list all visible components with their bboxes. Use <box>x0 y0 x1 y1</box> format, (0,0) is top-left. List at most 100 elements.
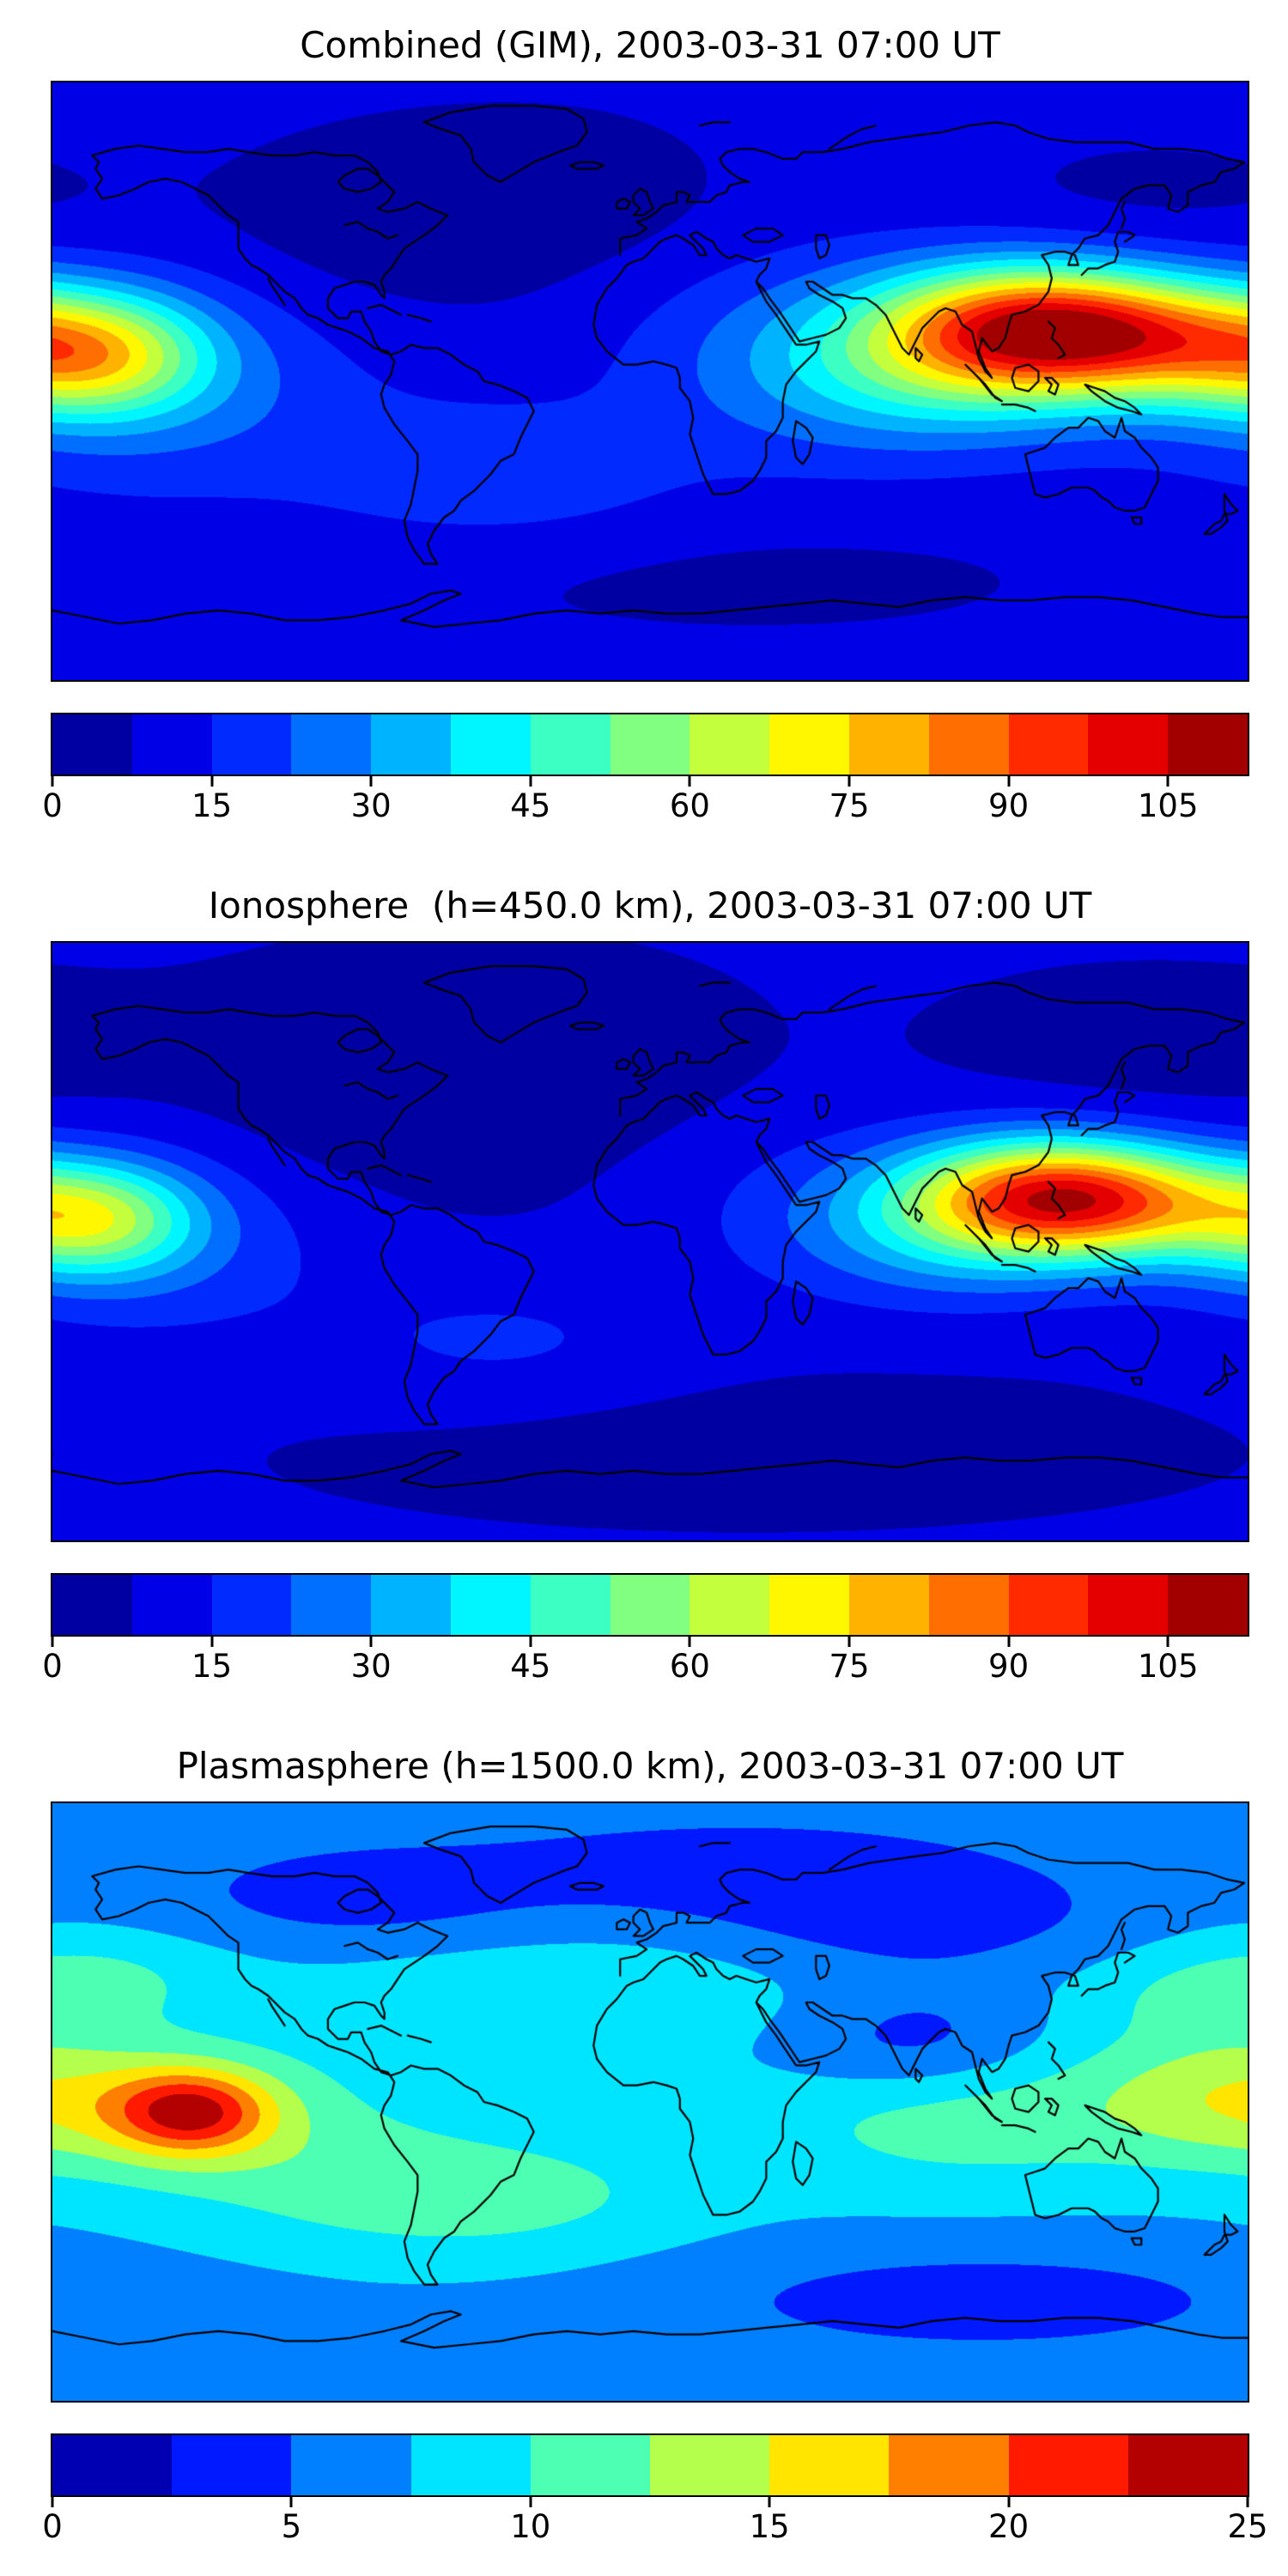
colorbar-tick-label: 30 <box>350 1648 392 1685</box>
colorbar-segment <box>928 714 1009 775</box>
colorbar-segment <box>530 714 611 775</box>
colorbar-tick-label: 60 <box>669 787 710 824</box>
colorbar-segment <box>650 2435 770 2495</box>
map-frame-combined <box>51 81 1249 682</box>
colorbar-tick-mark <box>688 776 691 787</box>
colorbar-segment <box>1008 1575 1089 1635</box>
colorbar-tick-mark <box>51 1637 54 1647</box>
colorbar-segment <box>52 714 132 775</box>
panel-combined: Combined (GIM), 2003-03-31 07:00 UT 0 15 3… <box>42 22 1249 828</box>
colorbar-segment <box>291 1575 372 1635</box>
colorbar-tick-mark <box>1007 2497 1011 2507</box>
colorbar-tick-label: 25 <box>1227 2508 1268 2545</box>
colorbar-segment <box>928 1575 1009 1635</box>
colorbar-tick-labels-plasmasphere: 0 5 10 15 20 25 <box>42 2497 1268 2549</box>
colorbar-tick-mark <box>529 2497 532 2507</box>
colorbar-segment <box>1088 1575 1169 1635</box>
colorbar-tick-label: 60 <box>669 1648 710 1685</box>
colorbar-tick-label: 45 <box>510 1648 551 1685</box>
colorbar-tick-mark <box>1007 776 1011 787</box>
colorbar-tick-mark <box>289 2497 293 2507</box>
colorbar-combined <box>51 713 1249 776</box>
colorbar-tick-label: 5 <box>281 2508 302 2545</box>
tec-map-canvas-ionosphere <box>52 943 1248 1540</box>
colorbar-tick-labels-ionosphere: 0 15 30 45 60 75 90 105 <box>42 1637 1248 1688</box>
colorbar-segment <box>610 714 690 775</box>
colorbar-segment <box>1088 714 1169 775</box>
colorbar-tick-label: 105 <box>1137 1648 1199 1685</box>
colorbar-tick-label: 30 <box>350 787 392 824</box>
colorbar-tick-mark <box>1166 1637 1170 1647</box>
colorbar-segment <box>769 1575 849 1635</box>
colorbar-tick-mark <box>1166 776 1170 787</box>
colorbar-tick-mark <box>848 1637 851 1647</box>
colorbar-tick-label: 75 <box>829 1648 870 1685</box>
colorbar-segment <box>172 2435 292 2495</box>
colorbar-segment <box>848 714 929 775</box>
colorbar-segment <box>1008 714 1089 775</box>
map-frame-plasmasphere <box>51 1801 1249 2403</box>
colorbar-tick-label: 90 <box>988 787 1030 824</box>
colorbar-tick-label: 75 <box>829 787 870 824</box>
colorbar-segment <box>211 714 292 775</box>
colorbar-tick-label: 15 <box>749 2508 790 2545</box>
panel-title-ionosphere: Ionosphere (h=450.0 km), 2003-03-31 07:0… <box>208 884 1092 927</box>
colorbar-segment <box>371 1575 451 1635</box>
colorbar-segment <box>769 2435 890 2495</box>
colorbar-ionosphere <box>51 1573 1249 1637</box>
colorbar-segment <box>291 2435 411 2495</box>
colorbar-tick-label: 105 <box>1137 787 1199 824</box>
tec-map-canvas-combined <box>52 82 1248 680</box>
colorbar-tick-mark <box>1007 1637 1011 1647</box>
colorbar-segment <box>371 714 451 775</box>
colorbar-segment <box>291 714 372 775</box>
colorbar-tick-label: 15 <box>191 1648 233 1685</box>
colorbar-tick-label: 15 <box>191 787 233 824</box>
colorbar-segment <box>211 1575 292 1635</box>
colorbar-segment <box>1008 2435 1128 2495</box>
colorbar-segment <box>1168 714 1248 775</box>
panel-title-combined: Combined (GIM), 2003-03-31 07:00 UT <box>300 24 1000 66</box>
colorbar-segment <box>1127 2435 1249 2495</box>
colorbar-tick-label: 10 <box>510 2508 551 2545</box>
panel-title-plasmasphere: Plasmasphere (h=1500.0 km), 2003-03-31 0… <box>176 1745 1124 1787</box>
colorbar-tick-label: 20 <box>988 2508 1030 2545</box>
colorbar-tick-mark <box>210 1637 214 1647</box>
colorbar-segment <box>52 2435 173 2495</box>
colorbar-segment <box>889 2435 1009 2495</box>
colorbar-segment <box>690 714 770 775</box>
colorbar-tick-mark <box>688 1637 691 1647</box>
colorbar-tick-label: 45 <box>510 787 551 824</box>
colorbar-tick-mark <box>51 776 54 787</box>
colorbar-tick-mark <box>529 776 532 787</box>
colorbar-segment <box>131 1575 212 1635</box>
colorbar-segment <box>848 1575 929 1635</box>
colorbar-tick-label: 90 <box>988 1648 1030 1685</box>
colorbar-tick-mark <box>529 1637 532 1647</box>
colorbar-segment <box>410 2435 531 2495</box>
map-frame-ionosphere <box>51 941 1249 1542</box>
colorbar-tick-mark <box>1246 2497 1249 2507</box>
panel-plasmasphere: Plasmasphere (h=1500.0 km), 2003-03-31 0… <box>42 1743 1268 2549</box>
colorbar-tick-label: 0 <box>42 787 63 824</box>
colorbar-segment <box>690 1575 770 1635</box>
colorbar-segment <box>1168 1575 1248 1635</box>
colorbar-tick-label: 0 <box>42 1648 63 1685</box>
panel-ionosphere: Ionosphere (h=450.0 km), 2003-03-31 07:0… <box>42 883 1249 1688</box>
colorbar-tick-mark <box>51 2497 54 2507</box>
colorbar-segment <box>769 714 849 775</box>
colorbar-tick-labels-combined: 0 15 30 45 60 75 90 105 <box>42 776 1248 828</box>
colorbar-segment <box>52 1575 132 1635</box>
colorbar-tick-label: 0 <box>42 2508 63 2545</box>
tec-map-canvas-plasmasphere <box>52 1803 1248 2401</box>
colorbar-segment <box>530 2435 651 2495</box>
colorbar-plasmasphere <box>51 2433 1249 2497</box>
colorbar-segment <box>131 714 212 775</box>
colorbar-segment <box>450 1575 531 1635</box>
colorbar-segment <box>530 1575 611 1635</box>
colorbar-tick-mark <box>369 1637 373 1647</box>
colorbar-tick-mark <box>210 776 214 787</box>
colorbar-segment <box>450 714 531 775</box>
colorbar-tick-mark <box>768 2497 771 2507</box>
